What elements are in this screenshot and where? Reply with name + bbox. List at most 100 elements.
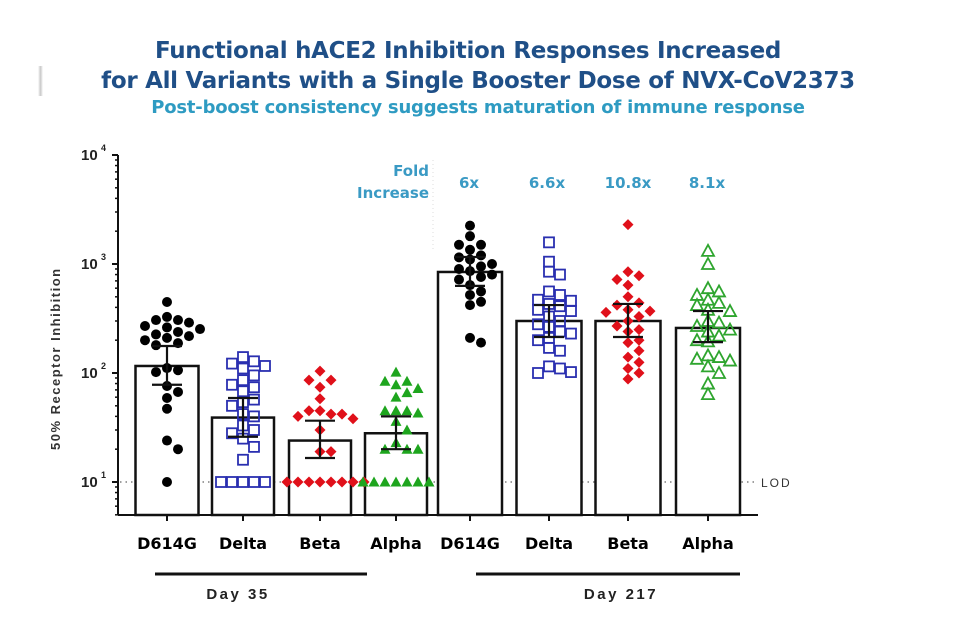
x-category-label: Delta — [219, 534, 267, 553]
data-point-square — [226, 476, 238, 488]
y-tick-exponent: 4 — [101, 143, 106, 153]
data-point-square — [565, 366, 577, 378]
data-point-diamond — [292, 410, 304, 422]
group-label: Day 35 — [206, 586, 269, 603]
data-point-square — [237, 374, 249, 387]
y-tick-exponent: 3 — [101, 252, 106, 262]
data-point-square — [532, 318, 544, 331]
data-point-diamond — [622, 351, 634, 363]
bar-day217-beta — [594, 319, 662, 517]
data-point-square — [259, 476, 271, 488]
data-point-diamond — [314, 476, 326, 488]
data-point-diamond — [633, 310, 645, 322]
fold-increase-title-line2: Increase — [357, 184, 429, 202]
data-point-circle — [162, 392, 172, 403]
data-point-open-triangle — [689, 318, 705, 332]
data-point-triangle — [401, 387, 413, 398]
data-point-open-triangle — [689, 350, 705, 365]
data-point-triangle — [412, 383, 424, 394]
data-point-square — [226, 427, 238, 440]
data-point-diamond — [325, 408, 337, 420]
data-point-circle — [487, 259, 497, 269]
data-point-square — [237, 453, 249, 466]
data-point-triangle — [390, 379, 402, 390]
data-point-circle — [465, 289, 475, 300]
x-category-label: D614G — [440, 534, 500, 553]
data-point-square — [565, 294, 577, 307]
data-point-circle — [162, 332, 172, 343]
data-point-square — [554, 362, 566, 375]
error-bars-layer — [152, 255, 723, 460]
data-point-circle — [162, 380, 172, 391]
left-edge-artifact — [38, 66, 43, 96]
x-category-label: D614G — [137, 534, 197, 553]
data-point-triangle — [390, 391, 402, 402]
data-point-circle — [476, 296, 486, 307]
data-point-diamond — [314, 381, 326, 393]
data-point-square — [237, 476, 249, 488]
data-point-open-triangle — [711, 314, 727, 329]
data-point-diamond — [314, 393, 326, 405]
x-category-label: Alpha — [370, 534, 422, 553]
data-point-circle — [151, 329, 161, 340]
data-point-square — [554, 300, 566, 313]
data-point-square — [248, 476, 260, 488]
data-point-triangle — [379, 476, 391, 487]
data-point-open-triangle — [711, 294, 727, 309]
data-point-triangle — [357, 476, 369, 487]
data-point-square — [248, 424, 260, 436]
data-point-circle — [465, 300, 475, 311]
chart-title-line2: for All Variants with a Single Booster D… — [101, 68, 855, 94]
y-tick-exponent: 2 — [101, 361, 106, 371]
data-point-square — [543, 265, 555, 278]
data-point-triangle — [379, 405, 391, 416]
data-point-triangle — [401, 405, 413, 416]
data-point-open-triangle — [711, 327, 727, 342]
x-category-label: Alpha — [682, 534, 734, 553]
data-point-diamond — [611, 274, 623, 286]
data-point-circle — [173, 386, 183, 397]
data-point-diamond — [622, 337, 634, 349]
data-point-triangle — [390, 476, 402, 487]
data-point-square — [532, 303, 544, 316]
data-point-diamond — [633, 356, 645, 368]
data-point-circle — [140, 335, 150, 346]
group-label: Day 217 — [584, 586, 658, 603]
data-point-square — [248, 355, 260, 368]
data-point-triangle — [423, 476, 435, 487]
data-point-open-triangle — [722, 321, 738, 336]
data-point-square — [543, 360, 555, 373]
data-point-square — [543, 255, 555, 268]
bar-day217-delta — [515, 319, 583, 517]
data-point-square — [554, 289, 566, 301]
data-point-diamond — [611, 320, 623, 332]
data-point-open-triangle — [700, 242, 716, 257]
data-point-square — [565, 327, 577, 340]
data-point-square — [554, 268, 566, 281]
data-point-square — [226, 378, 238, 391]
fold-increase-value: 6.6x — [529, 174, 566, 192]
data-point-circle — [476, 286, 486, 297]
data-point-diamond — [303, 476, 315, 488]
data-point-circle — [173, 365, 183, 376]
data-point-circle — [173, 444, 183, 455]
data-point-square — [248, 381, 260, 394]
data-point-triangle — [401, 476, 413, 487]
data-point-triangle — [401, 424, 413, 435]
data-point-diamond — [622, 373, 634, 385]
data-point-open-triangle — [689, 332, 705, 347]
data-point-diamond — [347, 476, 359, 488]
data-point-diamond — [633, 324, 645, 336]
data-point-diamond — [622, 266, 634, 278]
data-point-circle — [454, 274, 464, 285]
data-point-circle — [465, 332, 475, 343]
data-point-open-triangle — [700, 256, 716, 270]
data-point-circle — [162, 403, 172, 414]
data-point-diamond — [611, 299, 623, 311]
data-point-square — [215, 476, 227, 488]
data-point-circle — [476, 337, 486, 348]
data-point-diamond — [622, 279, 634, 291]
y-axis-label: 50% Receptor Inhibition — [48, 267, 63, 450]
